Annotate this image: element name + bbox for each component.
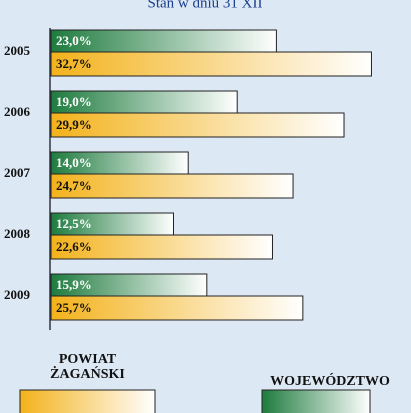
category-label: 2008 (4, 226, 31, 241)
value-label: 19,0% (56, 94, 92, 109)
value-label: 23,0% (56, 33, 92, 48)
legend-swatch (19, 389, 156, 413)
bar (50, 51, 372, 77)
category-label: 2005 (4, 43, 31, 58)
legend-label: WOJEWÓDZTWO (270, 374, 390, 389)
chart-title: Stan w dniu 31 XII (148, 0, 263, 11)
value-label: 22,6% (56, 239, 92, 254)
category-label: 2007 (4, 165, 31, 180)
bar (50, 173, 294, 199)
legend-label: POWIAT ŻAGAŃSKI (50, 352, 125, 382)
value-label: 29,9% (56, 117, 92, 132)
category-label: 2006 (4, 104, 31, 119)
value-label: 24,7% (56, 178, 92, 193)
value-label: 15,9% (56, 277, 92, 292)
value-label: 32,7% (56, 56, 92, 71)
category-label: 2009 (4, 287, 31, 302)
value-label: 14,0% (56, 155, 92, 170)
value-label: 25,7% (56, 300, 92, 315)
legend-swatch (261, 389, 371, 413)
bar (50, 112, 345, 138)
bar (50, 234, 273, 260)
value-label: 12,5% (56, 216, 92, 231)
bar (50, 295, 304, 321)
